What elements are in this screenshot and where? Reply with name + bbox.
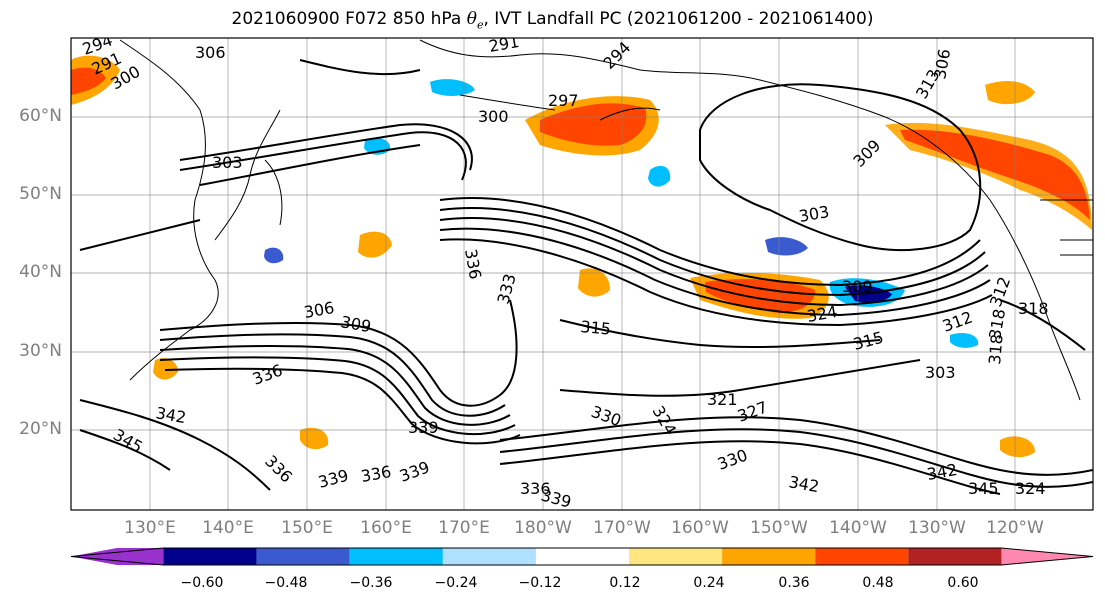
contour-label: 318 xyxy=(985,333,1007,365)
contour-label: 318 xyxy=(1018,299,1049,318)
contour-label: 321 xyxy=(707,390,738,409)
shade-region-japan xyxy=(358,231,392,258)
colorbar-swatch xyxy=(163,548,257,565)
lon-label-170e: 170°E xyxy=(438,518,490,538)
contour-label: 303 xyxy=(925,363,956,382)
colorbar-swatch xyxy=(815,548,909,565)
shade-region-west-small xyxy=(153,358,178,380)
shade-region-blue-east xyxy=(950,333,979,348)
colorbar-swatch xyxy=(629,548,723,565)
colorbar-extend-max xyxy=(1001,548,1093,565)
lon-label-160w: 160°W xyxy=(671,518,729,538)
lon-label-130w: 130°W xyxy=(908,518,966,538)
contour-label: 345 xyxy=(968,479,999,498)
contour-label: 336 xyxy=(520,479,551,498)
lat-label-30n: 30°N xyxy=(19,341,62,361)
colorbar-tick: −0.24 xyxy=(434,575,478,591)
contour-label: 303 xyxy=(212,153,243,172)
shading-layer xyxy=(71,55,1092,458)
contour-label: 291 xyxy=(487,32,520,56)
colorbar-tick: −0.12 xyxy=(518,575,562,591)
lat-label-50n: 50°N xyxy=(19,184,62,204)
shade-region-blue-low-core xyxy=(845,285,892,303)
colorbar-swatch xyxy=(349,548,443,565)
lon-label-120w: 120°W xyxy=(986,518,1044,538)
title-suffix: , IVT Landfall PC (2021061200 - 20210614… xyxy=(483,9,874,29)
colorbar-swatch xyxy=(256,548,350,565)
colorbar-outline xyxy=(70,547,1094,566)
colorbar-tick: −0.48 xyxy=(264,575,308,591)
colorbar-swatch xyxy=(535,548,630,565)
colorbar-tick: −0.36 xyxy=(349,575,393,591)
lon-label-140e: 140°E xyxy=(202,518,254,538)
map-frame xyxy=(70,37,1094,511)
lon-label-160e: 160°E xyxy=(360,518,412,538)
contour-label: 300 xyxy=(478,107,509,126)
shade-region-blue-central xyxy=(765,237,808,256)
lon-label-130e: 130°E xyxy=(124,518,176,538)
shade-region-central-small xyxy=(578,268,610,297)
lon-label-180w: 180°W xyxy=(514,518,572,538)
shade-region-se xyxy=(1000,436,1035,458)
shade-region-blue-aleutian xyxy=(648,165,671,187)
colorbar-tick: 0.60 xyxy=(947,575,979,591)
contour-label: 315 xyxy=(580,317,612,339)
colorbar-swatch xyxy=(908,548,1002,565)
contour-label: 339 xyxy=(408,418,439,437)
lon-label-170w: 170°W xyxy=(593,518,651,538)
contour-label: 306 xyxy=(195,43,226,62)
colorbar-extend-min xyxy=(71,548,164,565)
shade-region-pacific-front-core xyxy=(705,279,815,313)
contour-label: 309 xyxy=(842,277,873,296)
theta-e-contours xyxy=(79,59,1093,495)
colorbar-tick: 0.24 xyxy=(693,575,725,591)
title-theta: θ xyxy=(466,9,477,29)
colorbar-tick: −0.60 xyxy=(180,575,224,591)
title-prefix: 2021060900 F072 850 hPa xyxy=(231,9,467,29)
lon-label-150w: 150°W xyxy=(750,518,808,538)
lat-label-40n: 40°N xyxy=(19,262,62,282)
shade-region-ne xyxy=(985,80,1035,105)
shade-region-blue-west xyxy=(264,247,284,264)
shade-region-nw-corner-core xyxy=(71,67,106,95)
lon-label-150e: 150°E xyxy=(281,518,333,538)
contour-label: 297 xyxy=(548,91,579,110)
colorbar-swatch xyxy=(722,548,816,565)
colorbar-tick: 0.48 xyxy=(862,575,894,591)
map-title: 2021060900 F072 850 hPa θe, IVT Landfall… xyxy=(0,9,1105,31)
shade-region-gulf-alaska-core xyxy=(900,129,1090,220)
lon-label-140w: 140°W xyxy=(829,518,887,538)
coastlines xyxy=(119,39,1093,401)
lat-label-20n: 20°N xyxy=(19,419,62,439)
colorbar-swatch xyxy=(442,548,536,565)
shade-region-bering-core xyxy=(540,103,647,146)
colorbar-tick: 0.36 xyxy=(778,575,810,591)
title-theta-sub: e xyxy=(476,18,484,32)
lat-label-60n: 60°N xyxy=(19,106,62,126)
contour-label: 324 xyxy=(1015,479,1046,498)
colorbar-tick: 0.12 xyxy=(609,575,641,591)
colorbar xyxy=(70,547,1094,566)
